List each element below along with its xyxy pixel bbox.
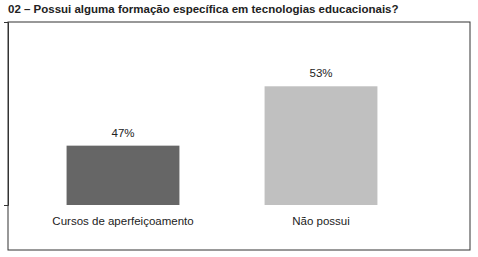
chart-title: 02 – Possui alguma formação específica e… [8,3,399,15]
bars [67,86,378,205]
data-label: 47% [111,127,134,139]
chart-container: 02 – Possui alguma formação específica e… [0,0,478,257]
x-tick-label: Não possui [292,215,350,227]
chart-svg: 02 – Possui alguma formação específica e… [0,0,478,257]
x-axis: Cursos de aperfeiçoamento Não possui [52,205,349,227]
data-labels: 47% 53% [111,67,332,138]
x-tick: Cursos de aperfeiçoamento [52,205,193,227]
x-tick-label: Cursos de aperfeiçoamento [52,215,193,227]
data-label: 53% [309,67,332,79]
bar [67,146,180,205]
y-axis-line [4,23,9,206]
bar [265,86,378,205]
x-tick: Não possui [292,205,350,227]
plot-frame [8,22,470,250]
y-axis [4,23,9,206]
